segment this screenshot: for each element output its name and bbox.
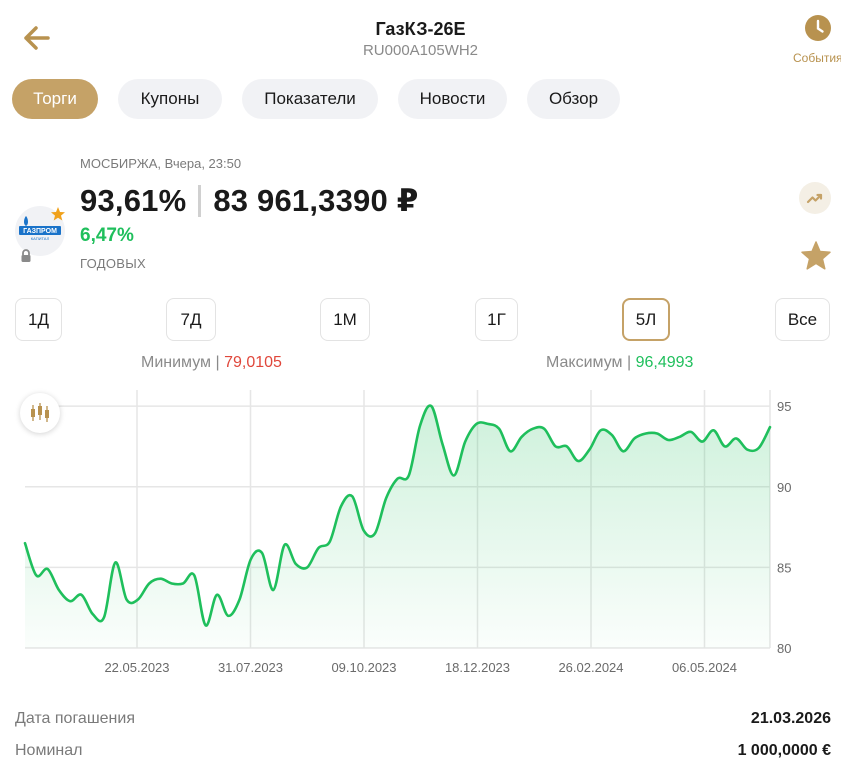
x-tick-label: 31.07.2023 — [218, 660, 283, 675]
min-value: 79,0105 — [224, 354, 282, 371]
yield-label: ГОДОВЫХ — [80, 256, 147, 271]
range-minimum: Минимум | 79,0105 — [141, 354, 282, 371]
arrow-left-icon — [24, 26, 50, 50]
nominal-label: Номинал — [15, 742, 83, 759]
candlestick-icon — [31, 403, 49, 422]
lock-icon — [21, 249, 31, 262]
x-axis-ticks: 22.05.2023 31.07.2023 09.10.2023 18.12.2023… — [104, 660, 737, 675]
price-divider — [198, 185, 202, 217]
min-label: Минимум — [141, 354, 212, 371]
max-value: 96,4993 — [635, 354, 694, 371]
nominal-row: Номинал 1 000,0000 € — [15, 742, 831, 766]
gazprom-logo: ГАЗПРОМ КАПИТАЛ — [19, 216, 61, 241]
max-label: Максимум — [546, 354, 623, 371]
maturity-row: Дата погашения 21.03.2026 — [15, 710, 831, 734]
price-line: 93,61% 83 961,3390 ₽ — [80, 182, 419, 220]
star-icon — [801, 241, 831, 270]
clock-icon — [805, 15, 831, 41]
issuer-logo: ГАЗПРОМ КАПИТАЛ — [15, 206, 65, 262]
maturity-label: Дата погашения — [15, 710, 135, 727]
price-area — [25, 405, 770, 648]
price-percent: 93,61% — [80, 183, 187, 218]
price-chart[interactable]: 80 85 90 95 22.05.2023 31.07.2023 09.10.2023 1… — [0, 380, 841, 680]
y-tick-label: 80 — [777, 641, 791, 656]
star-badge-icon — [51, 207, 65, 221]
favorite-button[interactable] — [800, 240, 832, 272]
period-all[interactable]: Все — [775, 298, 830, 341]
tab-news[interactable]: Новости — [398, 79, 507, 119]
x-tick-label: 26.02.2024 — [558, 660, 623, 675]
tab-coupons[interactable]: Купоны — [118, 79, 222, 119]
exchange-timestamp: МОСБИРЖА, Вчера, 23:50 — [80, 156, 242, 171]
price-line-series — [23, 404, 772, 627]
y-tick-label: 95 — [777, 399, 791, 414]
yield-value: 6,47% — [80, 225, 134, 246]
logo-subtext: КАПИТАЛ — [31, 236, 50, 241]
nominal-value: 1 000,0000 € — [737, 742, 831, 759]
events-label: События — [793, 51, 841, 65]
chart-type-button[interactable] — [20, 393, 60, 433]
range-maximum: Максимум | 96,4993 — [546, 354, 694, 371]
tab-overview[interactable]: Обзор — [527, 79, 620, 119]
period-selector: 1Д 7Д 1М 1Г 5Л Все — [0, 298, 841, 342]
tab-indicators[interactable]: Показатели — [242, 79, 378, 119]
logo-text: ГАЗПРОМ — [23, 228, 57, 235]
period-7d[interactable]: 7Д — [166, 298, 216, 341]
period-1y[interactable]: 1Г — [475, 298, 518, 341]
y-tick-label: 90 — [777, 480, 791, 495]
x-tick-label: 06.05.2024 — [672, 660, 737, 675]
trend-up-icon — [806, 193, 823, 204]
price-rub: 83 961,3390 ₽ — [213, 183, 419, 218]
maturity-value: 21.03.2026 — [750, 710, 831, 727]
period-1m[interactable]: 1М — [320, 298, 370, 341]
tab-trading[interactable]: Торги — [12, 79, 98, 119]
isin-code: RU000A105WH2 — [362, 42, 479, 59]
back-button[interactable] — [18, 20, 56, 56]
y-axis-ticks: 80 85 90 95 — [777, 399, 791, 656]
events-button[interactable]: События — [790, 14, 841, 68]
analytics-button[interactable] — [799, 182, 831, 214]
title-block: ГазКЗ-26Е RU000A105WH2 — [0, 18, 841, 61]
y-tick-label: 85 — [777, 560, 791, 575]
period-1d[interactable]: 1Д — [15, 298, 62, 341]
period-5y[interactable]: 5Л — [622, 298, 670, 341]
x-tick-label: 22.05.2023 — [104, 660, 169, 675]
page-title: ГазКЗ-26Е — [375, 19, 466, 39]
x-tick-label: 18.12.2023 — [445, 660, 510, 675]
header: ГазКЗ-26Е RU000A105WH2 События — [0, 0, 841, 70]
x-tick-label: 09.10.2023 — [331, 660, 396, 675]
